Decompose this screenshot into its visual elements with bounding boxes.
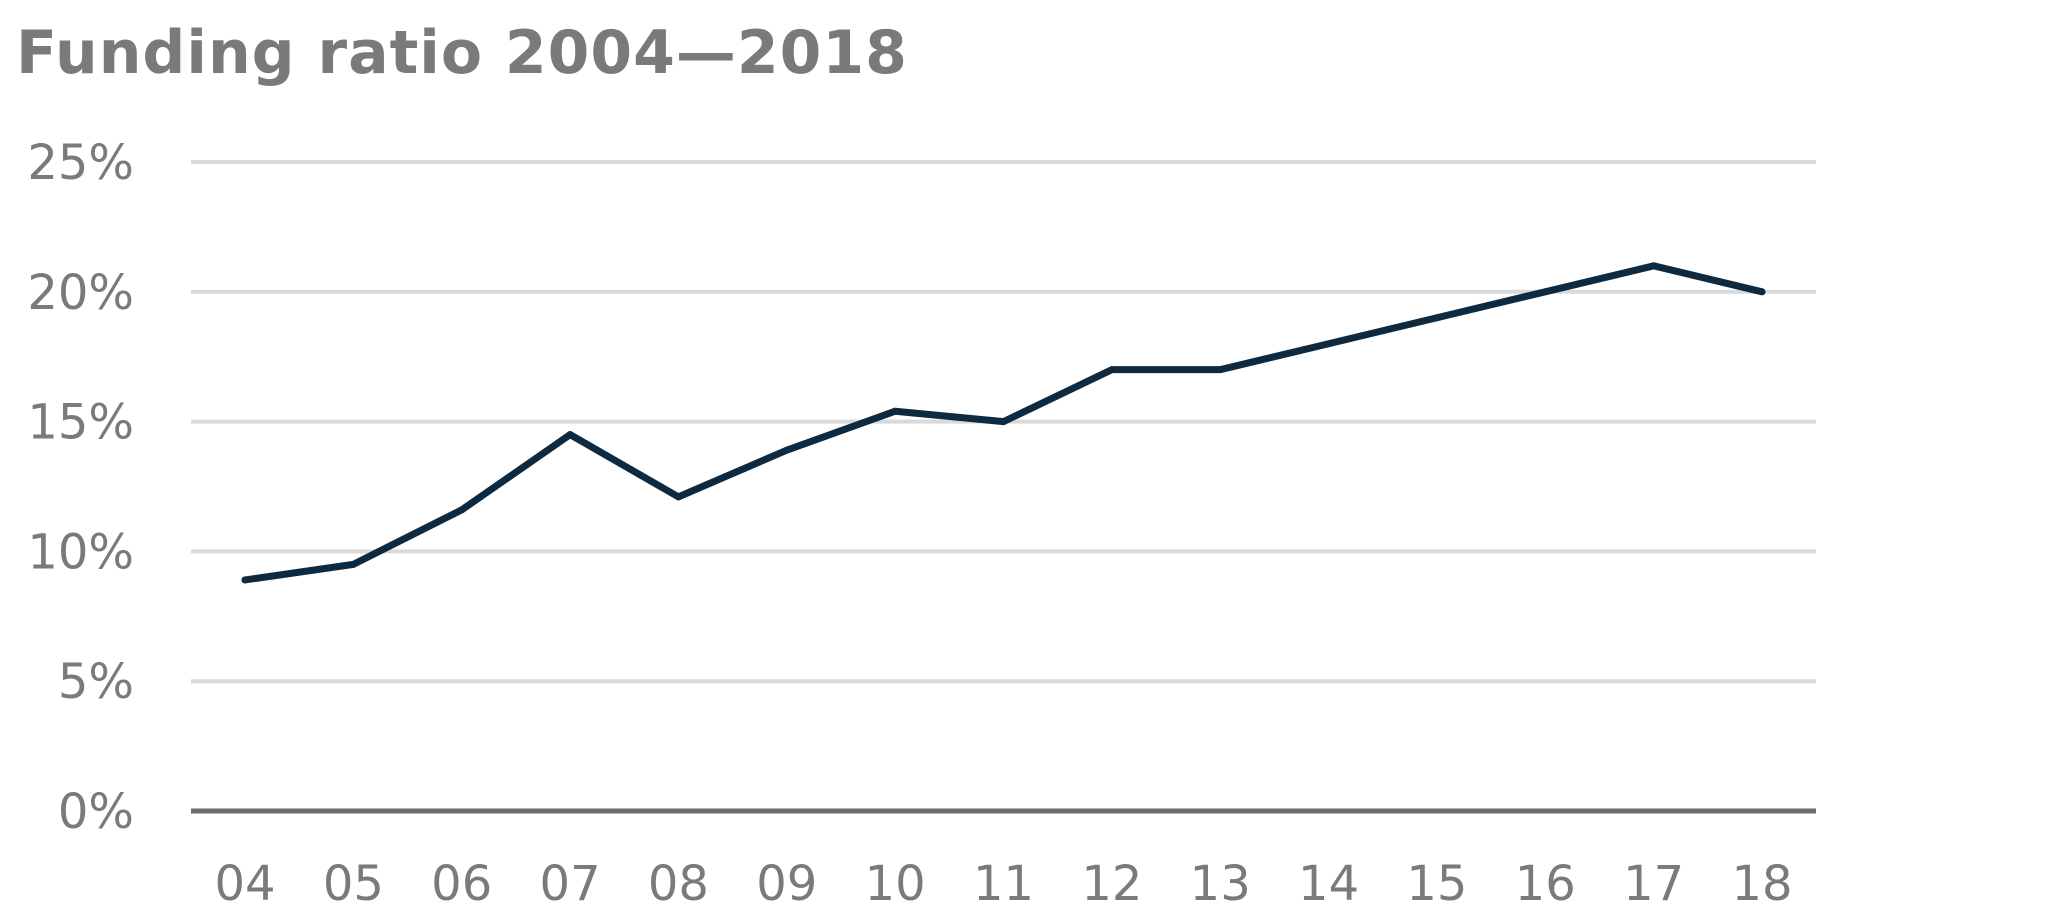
data-point (891, 407, 899, 415)
chart-title: Funding ratio 2004—2018 (16, 18, 908, 88)
data-point (1541, 288, 1549, 296)
data-point (1433, 314, 1441, 322)
data-point (1000, 418, 1007, 426)
x-tick-label: 05 (323, 856, 384, 912)
data-point (349, 560, 357, 568)
data-point (241, 576, 249, 584)
data-point (458, 506, 466, 514)
x-tick-label: 15 (1406, 856, 1467, 912)
x-tick-label: 09 (756, 856, 817, 912)
x-tick-label: 10 (865, 856, 926, 912)
x-tick-label: 14 (1298, 856, 1359, 912)
x-tick-label: 17 (1623, 856, 1684, 912)
y-tick-label: 5% (58, 654, 134, 710)
y-tick-label: 15% (27, 395, 134, 451)
x-tick-label: 12 (1081, 856, 1142, 912)
data-point (1108, 366, 1116, 374)
x-tick-label: 04 (214, 856, 275, 912)
data-point (1216, 366, 1224, 374)
y-tick-label: 0% (58, 784, 134, 840)
data-point (1325, 340, 1333, 348)
y-tick-label: 20% (27, 265, 134, 321)
y-tick-label: 25% (27, 135, 134, 191)
data-point (674, 493, 682, 501)
data-point (1650, 262, 1658, 270)
x-tick-label: 07 (540, 856, 601, 912)
x-tick-label: 18 (1731, 856, 1792, 912)
x-tick-label: 13 (1190, 856, 1251, 912)
data-point (783, 446, 791, 454)
x-tick-label: 08 (648, 856, 709, 912)
data-point (566, 431, 574, 439)
y-tick-label: 10% (27, 524, 134, 580)
x-tick-label: 11 (973, 856, 1034, 912)
x-tick-label: 16 (1515, 856, 1576, 912)
x-tick-label: 06 (431, 856, 492, 912)
data-point (1758, 288, 1766, 296)
